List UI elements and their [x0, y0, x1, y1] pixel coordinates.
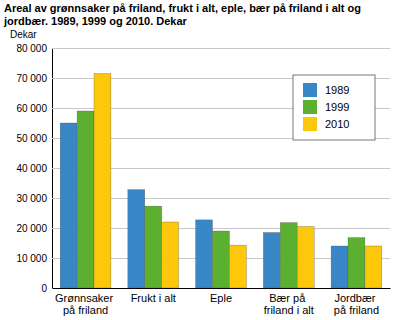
y-tick-label: 60 000	[16, 103, 47, 114]
bar	[77, 111, 94, 288]
x-tick: Jordbær på friland	[334, 288, 379, 316]
bar	[196, 220, 213, 288]
x-tick-label: Jordbær på friland	[334, 292, 379, 317]
y-axis: 0 10 000 20 000 30 000 40 000 50 000 60 000 70 …	[16, 43, 390, 294]
x-tick-label: Grønnsaker på friland	[55, 292, 116, 317]
bar	[213, 231, 230, 288]
x-tick: Frukt i alt	[131, 288, 176, 304]
x-tick: Eple	[210, 288, 232, 304]
y-tick-label: 30 000	[16, 193, 47, 204]
legend-swatch	[303, 117, 317, 131]
x-tick-label-line: friland i alt	[264, 304, 314, 316]
bar	[280, 223, 297, 288]
bar	[263, 233, 280, 289]
tspan: jordbær. 1989, 1999 og 2010. Dekar	[3, 15, 188, 27]
bar	[297, 227, 314, 289]
x-tick-label-line: Bær på	[269, 292, 308, 304]
x-tick: Bær på friland i alt	[264, 288, 314, 316]
x-tick-label: Eple	[210, 292, 232, 304]
legend-entry: 2010	[303, 117, 349, 131]
x-axis-line	[53, 288, 391, 289]
bar	[60, 123, 77, 288]
x-tick-label: Frukt i alt	[131, 292, 176, 304]
legend-entry: 1989	[303, 83, 349, 97]
bar	[145, 206, 162, 288]
x-tick-label-line: på friland	[334, 304, 379, 316]
bar	[365, 246, 382, 288]
title: Areal av grønnsaker på friland, frukt i …	[3, 2, 364, 27]
legend-swatch	[303, 83, 317, 97]
y-tick: 80 000	[16, 43, 390, 54]
grid-line	[52, 48, 390, 49]
bar	[229, 245, 246, 288]
x-tick: Grønnsaker på friland	[55, 288, 116, 316]
y-tick-label: 80 000	[16, 43, 47, 54]
legend-entry: 1999	[303, 100, 349, 114]
y-tick-label: 50 000	[16, 133, 47, 144]
legend: 1989 1999 2010	[293, 75, 375, 140]
y-tick-label: 10 000	[16, 253, 47, 264]
legend-label: 2010	[325, 118, 349, 130]
bars	[60, 74, 382, 289]
legend-swatch	[303, 100, 317, 114]
x-tick-label-line: Jordbær	[334, 292, 378, 304]
chart: Areal av grønnsaker på friland, frukt i …	[0, 0, 400, 320]
x-tick-label: Bær på friland i alt	[264, 292, 314, 317]
bar	[331, 246, 348, 288]
y-tick-label: 20 000	[16, 223, 47, 234]
y-tick-label: 70 000	[16, 73, 47, 84]
bar	[128, 190, 145, 288]
x-tick-label-line: på friland	[63, 304, 108, 316]
x-axis: Grønnsaker på friland Frukt i alt Eple Bær …	[53, 288, 391, 316]
legend-label: 1989	[325, 84, 349, 96]
y-tick-label: 40 000	[16, 163, 47, 174]
y-axis-title: Dekar	[10, 29, 37, 40]
bar	[162, 222, 179, 288]
y-tick-label: 0	[41, 283, 47, 294]
x-tick-label-line: Frukt i alt	[131, 292, 176, 304]
series	[94, 74, 382, 289]
legend-label: 1999	[325, 101, 349, 113]
legend-box	[293, 75, 375, 140]
tspan: Areal av grønnsaker på friland, frukt i …	[4, 2, 364, 14]
x-tick-label-line: Grønnsaker	[55, 292, 116, 304]
grid-line	[52, 288, 390, 289]
x-tick-label-line: Eple	[210, 292, 232, 304]
bar	[348, 238, 365, 288]
bar	[94, 74, 111, 289]
